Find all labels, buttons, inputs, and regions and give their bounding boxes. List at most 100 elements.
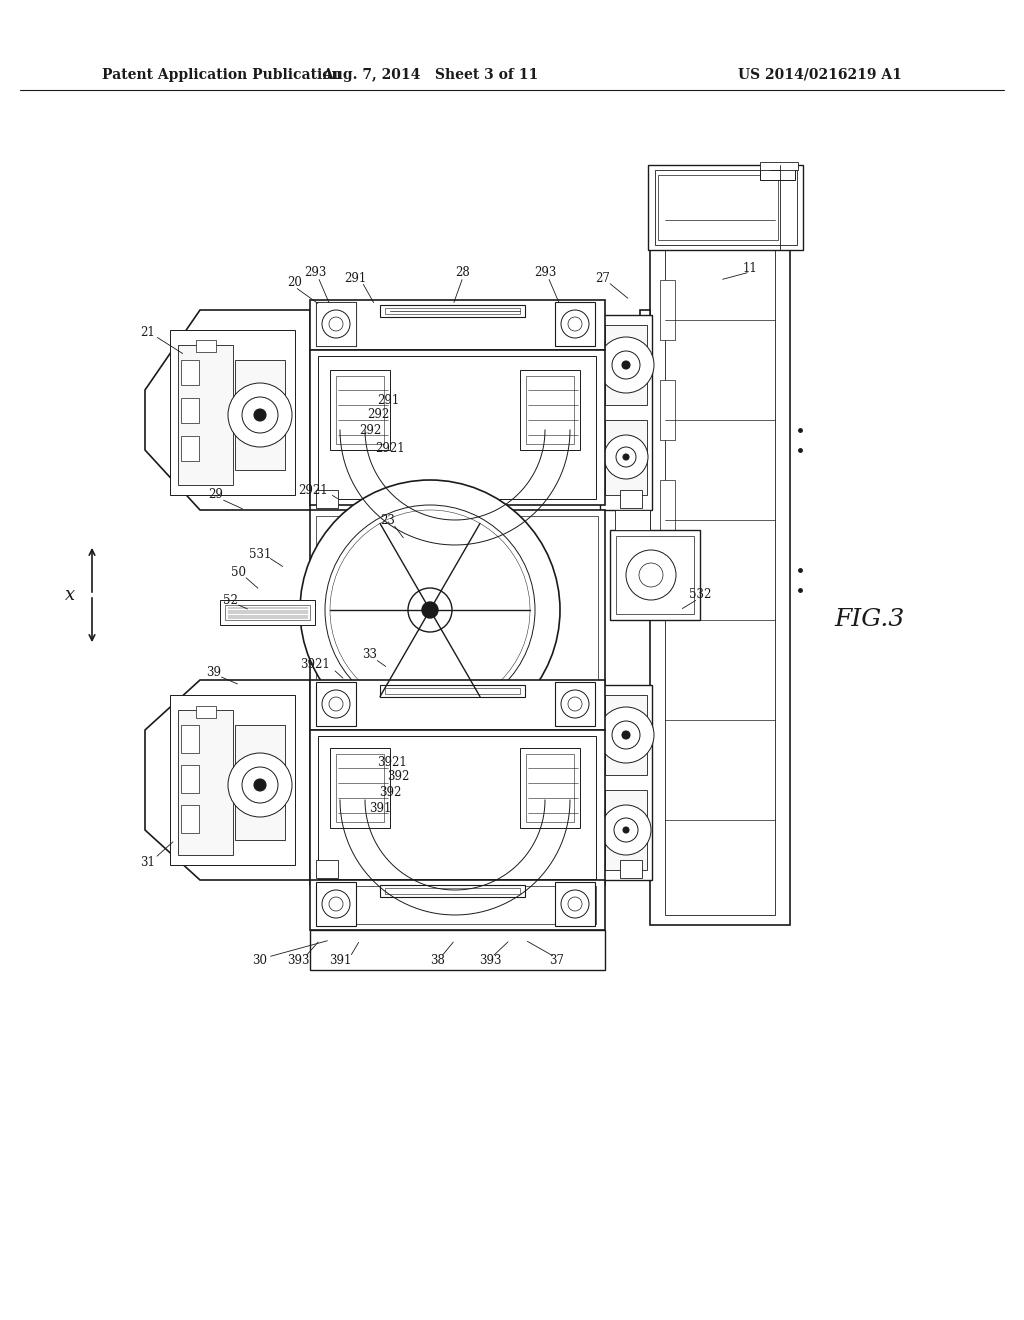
Polygon shape — [145, 310, 310, 510]
Bar — [555, 682, 595, 726]
Text: 293: 293 — [534, 265, 556, 279]
Circle shape — [345, 525, 515, 694]
Bar — [310, 300, 605, 350]
Circle shape — [626, 550, 676, 601]
Bar — [520, 370, 580, 450]
Bar — [330, 370, 390, 450]
Text: 27: 27 — [596, 272, 610, 285]
Circle shape — [372, 552, 488, 668]
Bar — [605, 696, 647, 775]
Bar — [181, 805, 199, 833]
Text: 292: 292 — [367, 408, 389, 421]
Circle shape — [380, 560, 480, 660]
Text: 39: 39 — [207, 665, 221, 678]
Bar — [316, 682, 356, 726]
Bar — [170, 330, 295, 495]
Bar — [660, 380, 675, 440]
Bar — [600, 315, 652, 510]
Bar — [316, 861, 338, 878]
Bar — [310, 350, 605, 506]
Bar — [385, 308, 520, 314]
Text: 11: 11 — [742, 261, 758, 275]
Bar — [655, 170, 797, 246]
Bar — [605, 420, 647, 495]
Circle shape — [341, 521, 518, 698]
Bar — [665, 185, 775, 915]
Bar — [520, 748, 580, 828]
Bar — [220, 601, 315, 624]
Bar — [196, 341, 216, 352]
Bar — [318, 737, 596, 879]
Circle shape — [384, 564, 476, 656]
Bar — [610, 531, 700, 620]
Text: 3921: 3921 — [377, 755, 407, 768]
Bar — [380, 685, 525, 697]
Text: 2921: 2921 — [375, 441, 404, 454]
Bar — [181, 399, 199, 422]
Circle shape — [639, 564, 663, 587]
Text: 3921: 3921 — [300, 659, 330, 672]
Text: 291: 291 — [344, 272, 367, 285]
Bar — [385, 688, 520, 694]
Circle shape — [325, 506, 535, 715]
Bar — [336, 754, 384, 822]
Circle shape — [598, 708, 654, 763]
Circle shape — [422, 602, 438, 618]
Circle shape — [614, 818, 638, 842]
Bar — [196, 706, 216, 718]
Bar — [234, 360, 285, 470]
Text: 2921: 2921 — [298, 483, 328, 496]
Circle shape — [349, 529, 511, 690]
Bar — [310, 931, 605, 970]
Bar — [648, 165, 803, 249]
Bar — [181, 436, 199, 461]
Bar — [658, 176, 778, 240]
Text: 31: 31 — [140, 855, 156, 869]
Circle shape — [242, 397, 278, 433]
Circle shape — [568, 317, 582, 331]
Circle shape — [329, 697, 343, 711]
Text: 532: 532 — [689, 589, 712, 602]
Circle shape — [228, 752, 292, 817]
Circle shape — [623, 828, 629, 833]
Text: Patent Application Publication: Patent Application Publication — [102, 69, 342, 82]
Circle shape — [387, 568, 473, 652]
Text: 38: 38 — [430, 953, 445, 966]
Circle shape — [568, 697, 582, 711]
Circle shape — [353, 533, 507, 686]
Circle shape — [612, 721, 640, 748]
Circle shape — [561, 310, 589, 338]
Circle shape — [391, 572, 469, 649]
Bar — [310, 510, 605, 705]
Circle shape — [604, 436, 648, 479]
Bar — [555, 302, 595, 346]
Text: 393: 393 — [287, 953, 309, 966]
Text: 33: 33 — [362, 648, 378, 660]
Text: 50: 50 — [230, 565, 246, 578]
Bar — [760, 168, 795, 180]
Circle shape — [254, 409, 266, 421]
Bar — [555, 882, 595, 927]
Circle shape — [568, 898, 582, 911]
Text: Aug. 7, 2014   Sheet 3 of 11: Aug. 7, 2014 Sheet 3 of 11 — [322, 69, 539, 82]
Bar — [605, 789, 647, 870]
Circle shape — [360, 541, 500, 680]
Text: 28: 28 — [456, 265, 470, 279]
Circle shape — [395, 576, 465, 645]
Circle shape — [356, 537, 503, 684]
Text: 531: 531 — [249, 548, 271, 561]
Text: 52: 52 — [222, 594, 238, 606]
Bar — [616, 536, 694, 614]
Circle shape — [365, 544, 496, 676]
Circle shape — [623, 454, 629, 459]
Text: US 2014/0216219 A1: US 2014/0216219 A1 — [738, 69, 902, 82]
Text: 30: 30 — [253, 953, 267, 966]
Bar — [615, 510, 650, 531]
Bar — [316, 882, 356, 927]
Bar — [650, 176, 790, 925]
Bar — [318, 886, 596, 924]
Bar — [316, 302, 356, 346]
Bar — [526, 754, 574, 822]
Text: 292: 292 — [358, 424, 381, 437]
Text: 392: 392 — [387, 770, 410, 783]
